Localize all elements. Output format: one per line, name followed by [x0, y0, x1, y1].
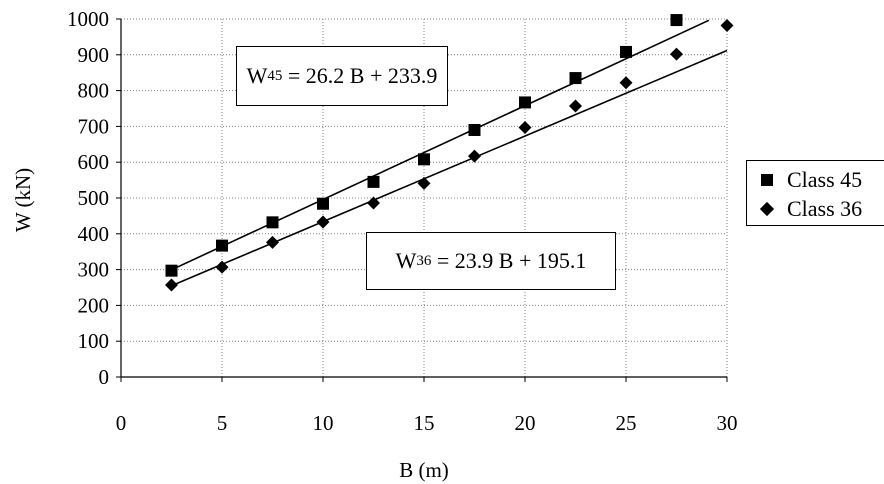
diamond-marker-icon: [747, 201, 787, 217]
x-tick-label: 15: [414, 411, 435, 435]
diamond-marker: [266, 235, 279, 249]
fit-line: [171, 19, 710, 271]
diamond-marker: [316, 215, 330, 229]
diamond-marker: [720, 18, 734, 32]
diamond-marker: [468, 149, 481, 163]
x-tick-label: 25: [616, 411, 637, 435]
equation-class-36: W 36 = 23.9 B + 195.1: [366, 232, 616, 290]
square-marker: [468, 123, 481, 136]
legend-label: Class 36: [787, 196, 863, 221]
equation-prefix: W: [395, 248, 417, 273]
y-tick-label: 700: [78, 114, 110, 138]
y-tick-label: 800: [78, 79, 110, 103]
diamond-marker: [569, 99, 582, 113]
x-tick-label: 0: [116, 411, 127, 435]
tick-labels: 0 100 200 300 400 500 600 700 800 900 1000 0 5 10 15 20…: [67, 7, 738, 435]
legend-label: Class 45: [787, 167, 863, 192]
square-marker: [569, 72, 582, 85]
legend-item-class-45: Class 45: [747, 167, 862, 193]
x-tick-label: 20: [515, 411, 536, 435]
square-marker: [216, 239, 228, 252]
y-tick-label: 300: [78, 258, 110, 282]
axes: [116, 18, 728, 382]
equation-class-45: W 45 = 26.2 B + 233.9: [236, 46, 448, 106]
y-tick-label: 400: [78, 222, 110, 246]
square-marker-icon: [747, 174, 787, 186]
equation-prefix: W: [246, 63, 268, 88]
square-marker: [317, 197, 329, 210]
data-points: [165, 14, 734, 292]
y-tick-label: 100: [78, 329, 110, 353]
fit-lines: [171, 19, 728, 287]
y-tick-label: 200: [78, 293, 110, 317]
square-marker: [418, 153, 430, 166]
equation-body: = 23.9 B + 195.1: [431, 248, 587, 273]
square-marker: [519, 96, 531, 109]
y-tick-label: 600: [78, 150, 110, 174]
y-tick-label: 1000: [67, 7, 109, 31]
legend: Class 45 Class 36: [746, 160, 884, 226]
diamond-marker: [367, 196, 380, 210]
x-axis-label: B (m): [399, 458, 449, 482]
x-tick-label: 10: [313, 411, 334, 435]
diamond-marker: [670, 47, 683, 61]
diamond-marker: [165, 278, 178, 292]
square-marker: [670, 14, 683, 27]
equation-subscript: 45: [267, 67, 283, 84]
diamond-marker: [215, 260, 229, 274]
x-tick-label: 5: [217, 411, 228, 435]
y-axis-label: W (kN): [11, 168, 35, 232]
x-tick-label: 30: [717, 411, 738, 435]
diamond-marker: [619, 76, 633, 90]
square-marker: [165, 264, 178, 277]
square-marker: [367, 175, 380, 188]
y-tick-label: 900: [78, 43, 110, 67]
fit-line: [171, 49, 728, 287]
legend-item-class-36: Class 36: [747, 196, 862, 222]
square-marker: [266, 216, 279, 229]
diamond-marker: [417, 176, 431, 190]
diamond-marker: [518, 120, 532, 134]
equation-subscript: 36: [416, 252, 432, 269]
y-tick-label: 0: [99, 365, 110, 389]
y-tick-label: 500: [78, 186, 110, 210]
square-marker: [620, 45, 632, 58]
equation-body: = 26.2 B + 233.9: [282, 63, 438, 88]
